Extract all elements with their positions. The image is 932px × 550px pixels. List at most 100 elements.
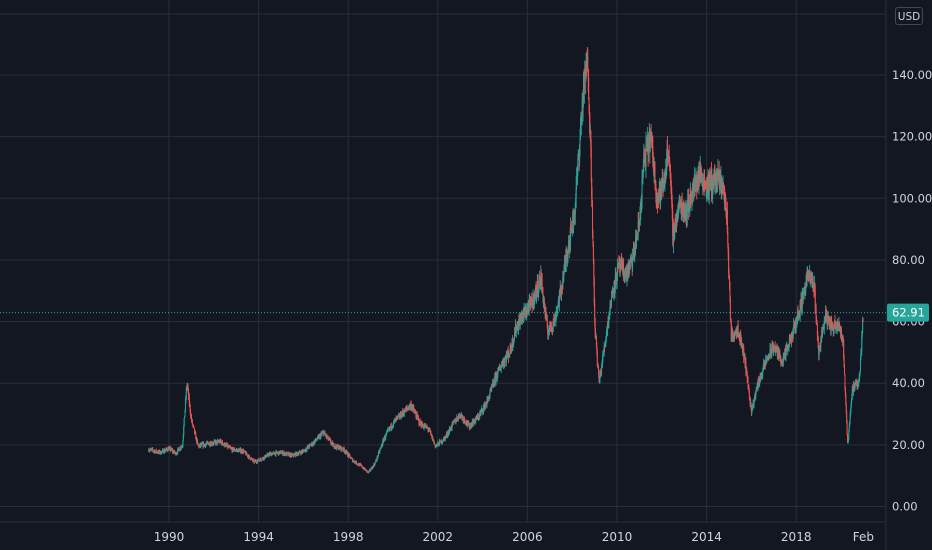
candle-body — [497, 368, 499, 371]
candle-body — [808, 274, 810, 279]
candle-body — [152, 448, 154, 451]
candle-body — [455, 420, 457, 422]
candle-body — [257, 459, 259, 461]
candle-body — [590, 146, 592, 179]
candle-body — [655, 184, 657, 195]
candle-body — [178, 448, 180, 450]
candle-body — [225, 444, 227, 447]
candle-body — [224, 442, 226, 447]
candle-body — [762, 371, 764, 376]
candle-body — [570, 224, 572, 245]
candle-body — [848, 425, 850, 432]
candle-body — [314, 441, 316, 444]
candle-body — [182, 440, 184, 447]
candle-body — [205, 444, 207, 447]
candle-body — [332, 444, 334, 447]
candle-body — [215, 440, 217, 444]
candle-body — [265, 455, 267, 458]
candle-body — [373, 464, 375, 466]
candle-body — [861, 332, 863, 336]
candle-body — [512, 342, 514, 347]
candle-body — [232, 447, 234, 451]
candle-body — [241, 450, 243, 453]
candle-body — [604, 343, 606, 347]
candle-body — [850, 399, 852, 405]
candle-body — [588, 78, 590, 100]
candle-body — [208, 444, 210, 446]
candle-body — [364, 467, 366, 470]
price-axis[interactable]: 0.0020.0040.0060.0080.00100.00120.00140.… — [892, 68, 932, 514]
candle-body — [468, 423, 470, 429]
candle-body — [320, 434, 322, 439]
candle-body — [183, 426, 185, 435]
x-tick-label: 2010 — [602, 530, 633, 544]
candle-body — [237, 449, 239, 453]
candle-body — [848, 431, 850, 438]
candle-body — [197, 440, 199, 443]
candle-body — [859, 375, 861, 378]
candle-body — [649, 135, 651, 152]
candle-body — [323, 432, 325, 436]
candle-body — [193, 425, 195, 427]
candle-body — [601, 365, 603, 374]
candle-body — [597, 364, 599, 367]
candle-body — [746, 371, 748, 379]
candle-body — [570, 226, 572, 230]
candle-body — [862, 319, 864, 333]
candle-body — [672, 210, 674, 236]
candle-body — [807, 270, 809, 277]
candle-body — [844, 374, 846, 389]
candle-body — [844, 367, 846, 375]
candle-body — [734, 333, 736, 339]
candle-body — [249, 457, 251, 460]
currency-button[interactable]: USD — [895, 7, 923, 25]
candle-body — [152, 450, 154, 452]
candle-body — [515, 329, 517, 334]
candle-body — [185, 389, 187, 398]
y-tick-label: 20.00 — [892, 438, 925, 452]
candle-body — [438, 445, 440, 446]
candle-body — [390, 424, 392, 429]
candle-body — [178, 450, 180, 452]
candle-body — [154, 451, 156, 453]
candle-body — [805, 287, 807, 293]
candle-body — [433, 441, 435, 444]
candle-body — [862, 319, 864, 322]
candle-body — [641, 179, 643, 199]
candle-body — [515, 325, 517, 334]
candle-body — [553, 319, 555, 324]
candle-body — [806, 274, 808, 281]
y-tick-label: 80.00 — [892, 253, 925, 267]
candle-body — [533, 294, 535, 306]
candle-body — [614, 280, 616, 291]
candle-body — [823, 320, 825, 329]
candle-body — [182, 434, 184, 441]
candle-body — [264, 456, 266, 459]
candle-body — [190, 416, 192, 421]
candle-body — [321, 432, 323, 434]
candle-body — [744, 353, 746, 365]
candle-body — [859, 358, 861, 371]
candle-body — [347, 453, 349, 455]
candle-body — [635, 237, 637, 247]
candle-body — [775, 348, 777, 351]
candle-body — [725, 202, 727, 216]
candle-body — [365, 469, 367, 471]
candle-body — [814, 291, 816, 309]
candle-body — [324, 432, 326, 435]
candle-body — [184, 416, 186, 419]
candle-body — [385, 434, 387, 438]
candle-body — [233, 450, 235, 451]
candle-body — [477, 415, 479, 420]
candle-body — [593, 279, 595, 304]
candle-body — [370, 469, 372, 471]
candle-body — [752, 405, 754, 408]
candle-body — [534, 292, 536, 299]
candle-body — [611, 292, 613, 297]
candle-body — [577, 158, 579, 173]
candle-body — [750, 402, 752, 409]
candle-body — [816, 318, 818, 320]
time-axis[interactable]: 1990 1994 1998 2002 2006 2010 2014 2018 Feb — [154, 530, 874, 544]
